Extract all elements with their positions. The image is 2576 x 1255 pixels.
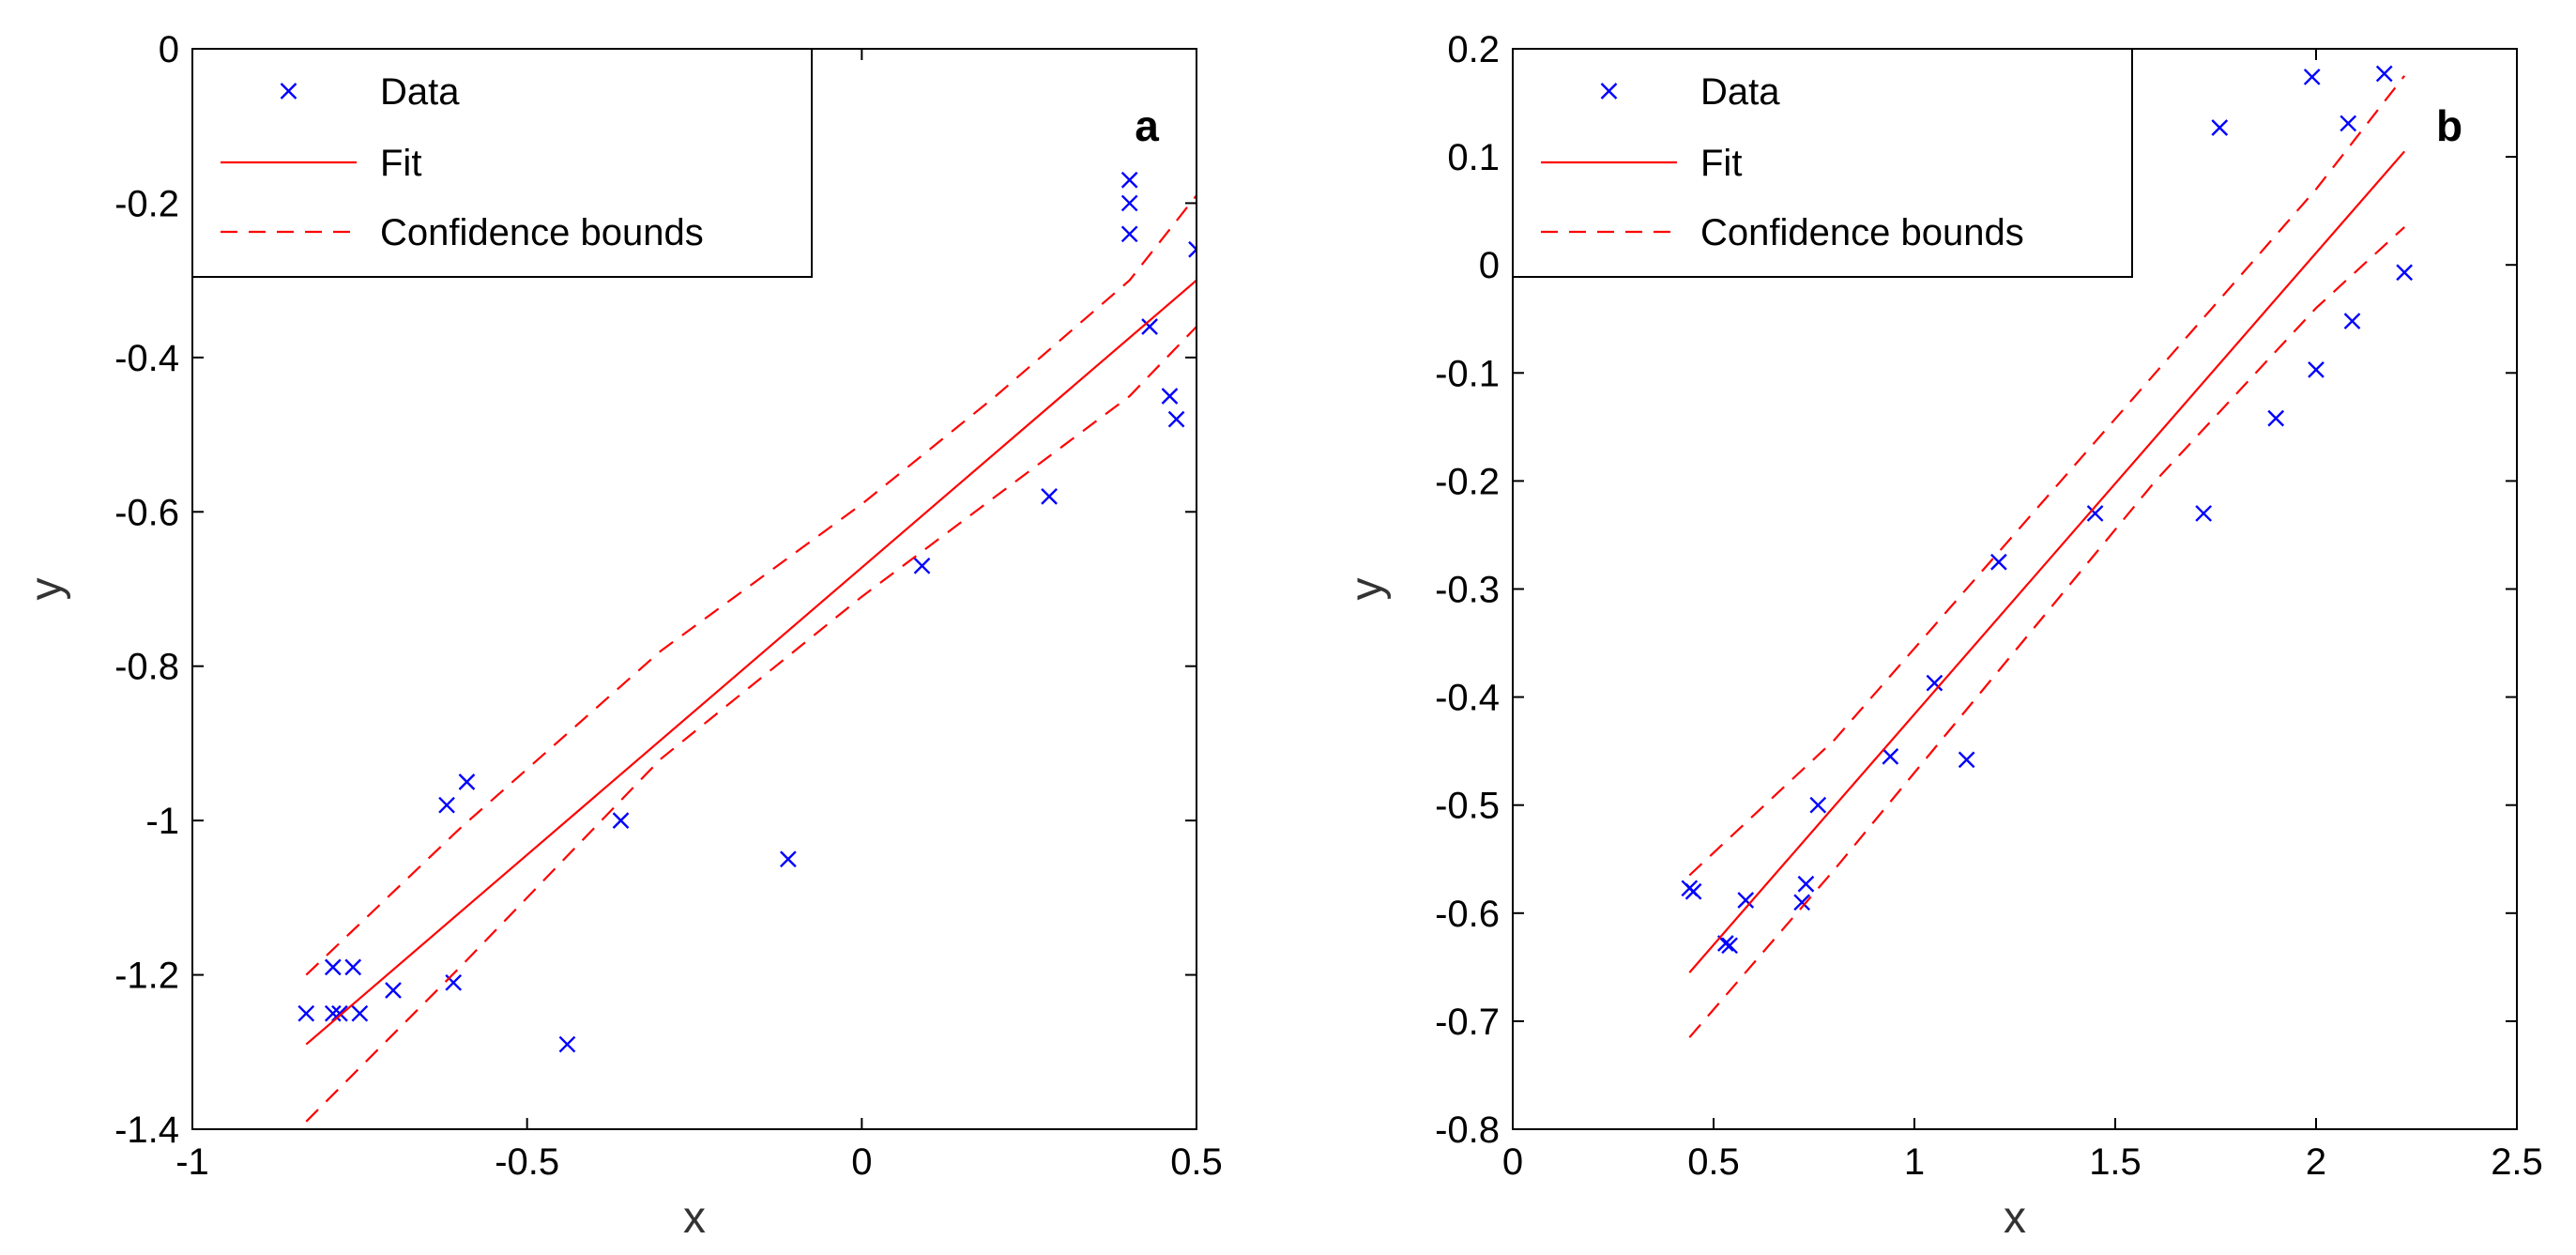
- x-axis-label: x: [683, 1193, 706, 1243]
- data-point-marker: [1797, 875, 1815, 893]
- data-point-marker: [1120, 225, 1138, 243]
- data-point-marker: [558, 1035, 576, 1053]
- data-point-marker: [2195, 505, 2213, 522]
- data-point-marker: [1882, 748, 1899, 765]
- y-axis-label: y: [1342, 578, 1392, 601]
- legend-marker-data: [280, 83, 297, 99]
- legend: Data Fit Confidence bounds: [1512, 48, 2133, 278]
- data-point-marker: [2343, 313, 2361, 329]
- legend-entry-label: Fit: [380, 143, 421, 184]
- legend-entry-label: Data: [1700, 71, 1780, 113]
- data-point-marker: [2303, 69, 2321, 85]
- data-point-marker: [913, 557, 931, 574]
- y-tick-label: -0.2: [114, 183, 179, 224]
- y-tick-label: -0.4: [114, 338, 179, 379]
- data-point-marker: [1958, 751, 1975, 769]
- data-point-marker: [1120, 194, 1138, 212]
- legend-marker-data: [1600, 83, 1618, 99]
- data-point-marker: [2211, 119, 2229, 136]
- x-tick-label: 0: [851, 1141, 872, 1183]
- data-point-marker: [1188, 240, 1197, 258]
- y-tick-label: -1: [145, 801, 179, 842]
- x-tick-label: 1.5: [2089, 1141, 2142, 1183]
- data-point-marker: [1141, 318, 1158, 335]
- fit-line: [1688, 150, 2406, 973]
- x-tick-label: 2: [2306, 1141, 2326, 1183]
- data-point-marker: [780, 850, 797, 868]
- data-point-marker: [612, 812, 630, 829]
- data-point-marker: [458, 773, 476, 790]
- y-tick-label: -0.8: [114, 647, 179, 688]
- data-point-marker: [1990, 553, 2007, 571]
- data-point-marker: [1684, 882, 1702, 900]
- x-tick-label: 0.5: [1170, 1141, 1223, 1183]
- data-point-marker: [2375, 65, 2393, 83]
- data-point-marker: [1120, 171, 1138, 189]
- legend-entry-label: Data: [380, 71, 460, 113]
- data-point-marker: [351, 1004, 369, 1022]
- legend: Data Fit Confidence bounds: [191, 48, 813, 278]
- y-tick-label: -0.4: [1435, 678, 1500, 719]
- data-point-marker: [1926, 674, 1943, 692]
- data-point-marker: [1809, 796, 1827, 814]
- data-point-marker: [1737, 892, 1755, 909]
- data-point-marker: [297, 1004, 315, 1022]
- y-tick-label: -0.3: [1435, 570, 1500, 611]
- y-tick-label: -1.4: [114, 1110, 179, 1151]
- y-axis-label: y: [22, 578, 71, 601]
- confidence-bound-line: [1688, 226, 2405, 1038]
- panel-label: a: [1135, 101, 1159, 150]
- data-point-marker: [2340, 115, 2357, 132]
- y-tick-label: -0.2: [1435, 461, 1500, 502]
- panel-label: b: [2436, 101, 2462, 150]
- y-tick-label: -0.6: [1435, 894, 1500, 935]
- y-tick-label: 0.2: [1447, 29, 1500, 70]
- legend-entry-label: Confidence bounds: [380, 212, 704, 253]
- data-point-marker: [1161, 388, 1179, 405]
- data-point-marker: [2086, 505, 2104, 522]
- y-tick-label: -0.6: [114, 492, 179, 533]
- x-axis-label: x: [2004, 1193, 2026, 1243]
- confidence-bound-line: [305, 326, 1197, 1123]
- legend-entry-label: Confidence bounds: [1700, 212, 2024, 253]
- data-layer: [1681, 65, 2414, 1038]
- confidence-bound-line: [1688, 75, 2406, 877]
- data-point-marker: [1041, 487, 1058, 505]
- data-point-marker: [1167, 410, 1185, 428]
- y-tick-label: -0.5: [1435, 786, 1500, 827]
- data-point-marker: [438, 796, 455, 814]
- data-point-marker: [2267, 409, 2285, 427]
- chart-panel-a: -1 -0.5 0 0.5 -1.4 -1.2 -1 -0.8 -0.6 -0.4 -0.2 0 x y a…: [22, 29, 1223, 1243]
- data-point-marker: [1716, 935, 1734, 952]
- x-tick-label: -1: [175, 1141, 209, 1183]
- x-tick-label: 1: [1904, 1141, 1925, 1183]
- confidence-bound-line: [305, 194, 1197, 976]
- data-point-marker: [331, 1004, 348, 1022]
- x-tick-label: -0.5: [495, 1141, 559, 1183]
- data-point-marker: [324, 958, 342, 976]
- fit-line: [305, 279, 1197, 1046]
- data-point-marker: [1793, 894, 1811, 911]
- y-tick-label: 0.1: [1447, 137, 1500, 178]
- data-point-marker: [385, 982, 402, 999]
- y-tick-label: -0.8: [1435, 1110, 1500, 1151]
- y-tick-label: -0.1: [1435, 353, 1500, 394]
- chart-panel-b: 0 0.5 1 1.5 2 2.5 -0.8 -0.7 -0.6 -0.5 -0.4 -0.3 -0.2…: [1342, 29, 2543, 1243]
- data-point-marker: [344, 958, 362, 976]
- data-point-marker: [2396, 264, 2414, 282]
- data-point-marker: [1721, 937, 1738, 955]
- legend-entry-label: Fit: [1700, 143, 1742, 184]
- y-tick-label: -0.7: [1435, 1002, 1500, 1043]
- y-tick-label: -1.2: [114, 956, 179, 997]
- legend-box: [1512, 48, 2133, 278]
- y-tick-label: 0: [1479, 245, 1500, 286]
- x-tick-label: 0.5: [1687, 1141, 1740, 1183]
- x-tick-label: 2.5: [2491, 1141, 2543, 1183]
- y-tick-label: 0: [159, 29, 179, 70]
- data-layer: [297, 171, 1197, 1123]
- x-tick-label: 0: [1502, 1141, 1523, 1183]
- data-point-marker: [2308, 360, 2324, 378]
